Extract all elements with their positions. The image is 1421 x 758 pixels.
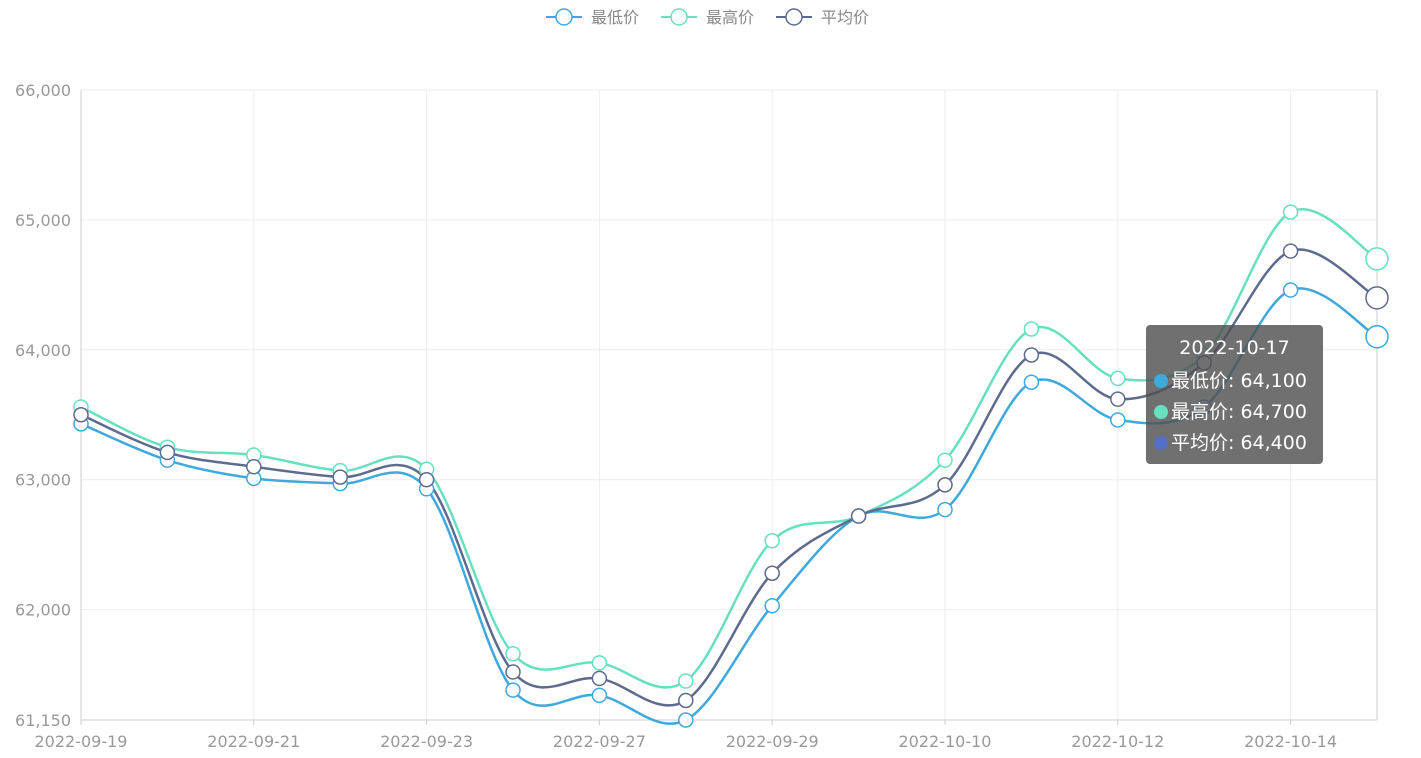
data-point [1110, 370, 1126, 387]
legend-marker [670, 8, 688, 26]
tooltip-row-low: 最低价: 64,100 [1154, 366, 1315, 397]
data-point [678, 673, 694, 689]
data-point [505, 646, 521, 662]
grid-lines [81, 89, 1377, 720]
tooltip-label-high: 最高价: 64,700 [1171, 401, 1307, 423]
data-point [246, 458, 262, 475]
tooltip-dot-high [1154, 405, 1168, 419]
data-point [1282, 204, 1299, 220]
y-tick-label: 66,000 [15, 81, 71, 100]
data-point [1282, 282, 1299, 298]
y-tick-label: 63,000 [15, 471, 71, 490]
data-point [937, 501, 953, 518]
data-point [418, 471, 435, 488]
legend-marker [785, 8, 803, 26]
tooltip-dot-low [1154, 374, 1168, 388]
legend-marker [555, 8, 573, 26]
x-tick-label: 2022-09-23 [380, 732, 473, 751]
y-tick-label: 61,150 [15, 711, 71, 730]
legend[interactable]: 最低价 最高价 平均价 [546, 8, 869, 27]
data-point [1023, 347, 1040, 363]
tooltip-label-low: 最低价: 64,100 [1171, 370, 1307, 392]
tooltip-label-avg: 平均价: 64,400 [1171, 432, 1307, 454]
data-point [591, 655, 608, 671]
data-point [850, 508, 867, 524]
legend-item-0[interactable]: 最低价 [546, 8, 639, 27]
y-tick-label: 65,000 [15, 211, 71, 230]
x-tick-label: 2022-10-10 [899, 732, 992, 751]
data-point [1365, 247, 1389, 271]
y-tick-label: 62,000 [15, 601, 71, 620]
data-point [1110, 391, 1126, 407]
x-tick-label: 2022-09-21 [207, 732, 300, 751]
legend-label: 平均价 [821, 8, 869, 27]
data-point [591, 687, 608, 704]
data-point [159, 444, 176, 461]
data-point [1365, 325, 1389, 349]
x-tick-label: 2022-10-12 [1071, 732, 1164, 751]
legend-item-1[interactable]: 最高价 [661, 8, 754, 27]
data-point [332, 469, 348, 485]
legend-label: 最高价 [706, 8, 754, 27]
x-tick-label: 2022-09-29 [726, 732, 819, 751]
series-points [73, 204, 1389, 728]
tooltip-title: 2022-10-17 [1179, 337, 1290, 359]
tooltip-row-avg: 平均价: 64,400 [1154, 428, 1315, 459]
x-tick-label: 2022-09-19 [35, 732, 128, 751]
series-line-2 [80, 248, 1378, 707]
legend-label: 最低价 [591, 8, 639, 27]
data-point [505, 664, 521, 680]
data-point [73, 406, 89, 423]
data-point [678, 712, 694, 728]
data-point [937, 452, 953, 468]
legend-item-2[interactable]: 平均价 [776, 8, 869, 27]
tooltip: 2022-10-17 最低价: 64,100 最高价: 64,700 平均价: … [1146, 325, 1323, 464]
y-tick-label: 64,000 [15, 341, 71, 360]
data-point [1110, 412, 1126, 428]
data-point [505, 682, 521, 698]
data-point [764, 532, 780, 549]
data-point [1365, 286, 1389, 310]
x-tick-label: 2022-09-27 [553, 732, 646, 751]
series-lines [80, 208, 1378, 725]
data-point [1282, 243, 1299, 259]
data-point [937, 477, 953, 493]
data-point [591, 670, 608, 687]
tooltip-row-high: 最高价: 64,700 [1154, 397, 1315, 428]
data-point [1023, 374, 1040, 391]
data-point [678, 692, 694, 709]
x-tick-label: 2022-10-14 [1244, 732, 1337, 751]
data-point [764, 597, 780, 614]
data-point [1023, 321, 1040, 337]
data-point [764, 565, 780, 581]
tooltip-dot-avg [1154, 436, 1168, 450]
